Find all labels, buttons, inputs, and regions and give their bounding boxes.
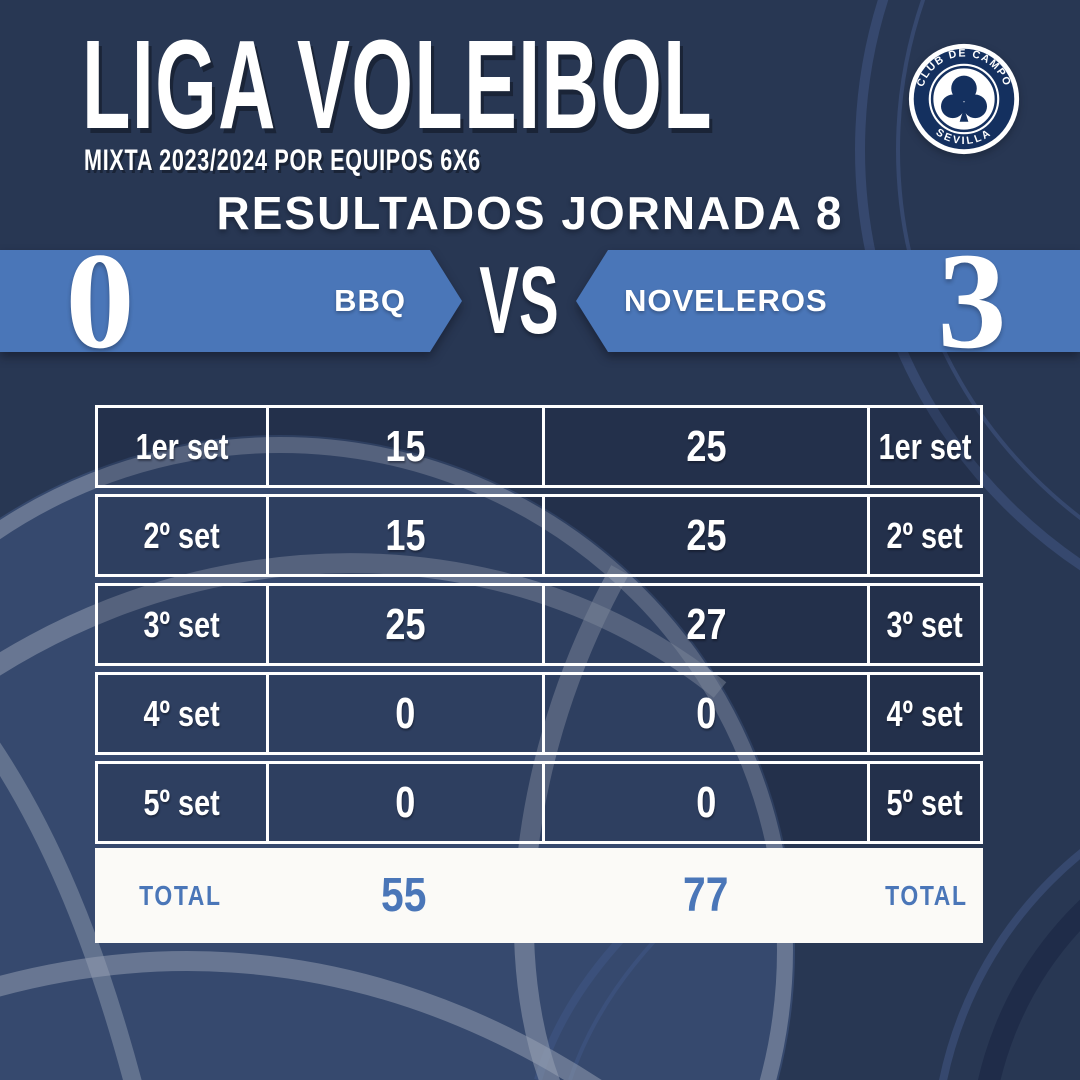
- decor-circle-top-right: [855, 0, 1080, 571]
- home-team-name: BBQ: [334, 283, 406, 318]
- home-total-score: 55: [381, 869, 427, 922]
- logo-inner-ring: [930, 65, 998, 133]
- club-logo: CLUB DE CAMPO SEVILLA: [908, 43, 1020, 155]
- set-label-right: 1er set: [867, 408, 980, 485]
- clover-icon: [940, 75, 988, 122]
- away-set-score: 25: [542, 497, 867, 574]
- set-label-left: 2º set: [143, 514, 221, 556]
- set-label-left: 4º set: [143, 692, 221, 734]
- table-row-set2: 2º set 15 25 2º set: [95, 494, 983, 577]
- home-banner: 0 BBQ: [0, 250, 462, 352]
- set-label-left: 1er set: [135, 425, 229, 467]
- vs-label: VS: [479, 247, 559, 354]
- total-label-right: TOTAL: [885, 879, 968, 911]
- home-set-score: 0: [266, 764, 542, 841]
- away-set-score: 27: [542, 586, 867, 663]
- away-total-score: 77: [683, 869, 729, 922]
- section-title: RESULTADOS JORNADA 8: [216, 187, 844, 239]
- away-set-score: 0: [542, 675, 867, 752]
- set-label-left: 5º set: [143, 781, 221, 823]
- set-label-right: 5º set: [867, 764, 980, 841]
- total-label-left: TOTAL: [139, 879, 222, 911]
- set-label-right: 3º set: [867, 586, 980, 663]
- set-label-right: 2º set: [867, 497, 980, 574]
- set-label-right: 4º set: [867, 675, 980, 752]
- home-set-score: 15: [266, 497, 542, 574]
- away-banner: NOVELEROS 3: [576, 250, 1080, 352]
- totals-bar: TOTAL 55 77 TOTAL: [95, 848, 983, 943]
- table-row-set1: 1er set 15 25 1er set: [95, 405, 983, 488]
- home-sets-score: 0: [65, 224, 135, 377]
- page-title: LIGA VOLEIBOL: [82, 14, 713, 155]
- table-row-set5: 5º set 0 0 5º set: [95, 761, 983, 844]
- away-set-score: 0: [542, 764, 867, 841]
- home-set-score: 25: [266, 586, 542, 663]
- table-row-set4: 4º set 0 0 4º set: [95, 672, 983, 755]
- decor-circle-top-right-inner: [896, 0, 1080, 520]
- table-row-set3: 3º set 25 27 3º set: [95, 583, 983, 666]
- home-set-score: 15: [266, 408, 542, 485]
- sets-table: 1er set 15 25 1er set 2º set 15 25 2º se…: [95, 405, 983, 850]
- home-set-score: 0: [266, 675, 542, 752]
- away-team-name: NOVELEROS: [624, 283, 828, 318]
- page-subtitle: MIXTA 2023/2024 POR EQUIPOS 6X6: [84, 144, 481, 177]
- away-sets-score: 3: [937, 224, 1007, 377]
- away-set-score: 25: [542, 408, 867, 485]
- set-label-left: 3º set: [143, 603, 221, 645]
